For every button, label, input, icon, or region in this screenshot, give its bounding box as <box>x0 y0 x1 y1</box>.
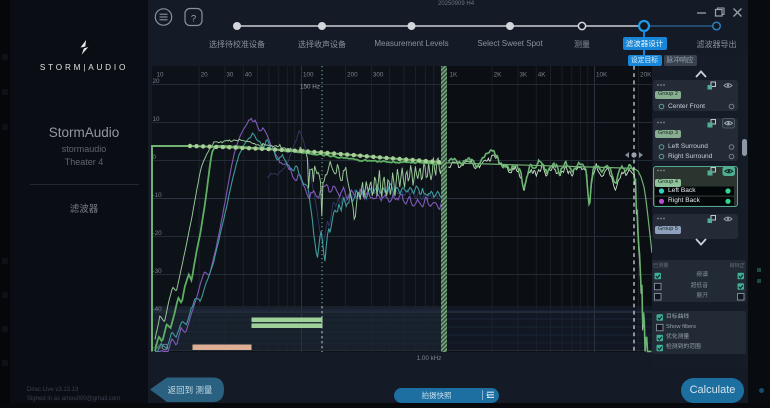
svg-text:-20: -20 <box>153 230 163 237</box>
svg-text:20K: 20K <box>640 72 652 79</box>
svg-text:3K: 3K <box>519 72 528 79</box>
svg-text:10K: 10K <box>596 72 608 79</box>
svg-text:10: 10 <box>153 116 161 123</box>
svg-text:-50: -50 <box>153 344 163 351</box>
svg-text:-30: -30 <box>153 268 163 275</box>
svg-text:20: 20 <box>153 78 161 85</box>
svg-text:300: 300 <box>373 72 384 79</box>
svg-text:返回到 测量: 返回到 测量 <box>168 385 213 395</box>
svg-text:100: 100 <box>303 72 314 79</box>
svg-text:4K: 4K <box>538 72 547 79</box>
svg-text:-40: -40 <box>153 306 163 313</box>
svg-text:0: 0 <box>153 154 157 161</box>
svg-text:1K: 1K <box>450 72 459 79</box>
svg-text:10: 10 <box>157 72 165 79</box>
svg-text:200: 200 <box>347 72 358 79</box>
svg-text:20: 20 <box>201 72 209 79</box>
svg-text:-10: -10 <box>153 192 163 199</box>
svg-text:150 Hz: 150 Hz <box>300 84 320 91</box>
svg-text:?: ? <box>191 14 196 25</box>
svg-text:30: 30 <box>226 72 234 79</box>
svg-text:1.00 kHz: 1.00 kHz <box>417 355 442 362</box>
svg-text:2K: 2K <box>494 72 503 79</box>
svg-text:40: 40 <box>245 72 253 79</box>
